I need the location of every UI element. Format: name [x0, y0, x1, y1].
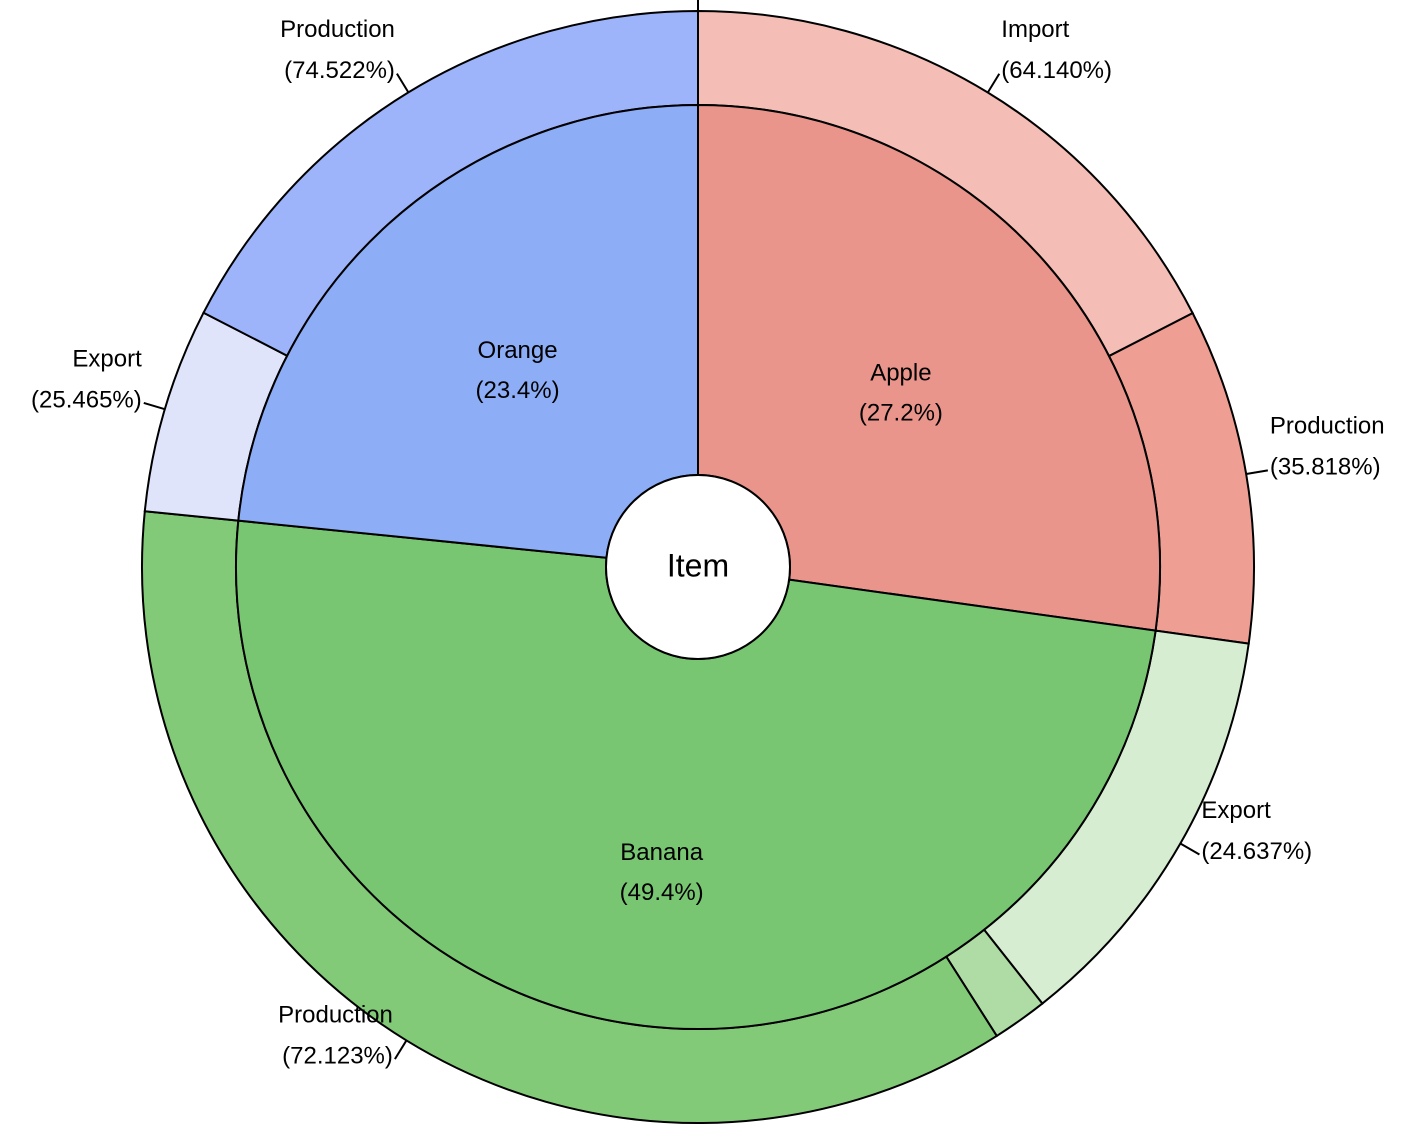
inner-percent-banana: (49.4%)	[620, 879, 704, 906]
outer-label-banana-production: Production	[278, 1001, 393, 1028]
outer-percent-orange-production: (74.522%)	[284, 57, 395, 84]
inner-label-banana: Banana	[620, 839, 703, 866]
inner-percent-orange: (23.4%)	[476, 377, 560, 404]
outer-label-banana-export: Export	[1201, 797, 1271, 824]
center-circle	[605, 474, 791, 660]
leader-line-apple-import	[986, 73, 1001, 94]
inner-percent-apple: (27.2%)	[859, 400, 943, 427]
leader-line-banana-export	[1179, 842, 1200, 856]
leader-line-apple-production	[1246, 469, 1269, 476]
outer-label-orange-production: Production	[280, 16, 395, 43]
inner-label-orange: Orange	[478, 337, 558, 364]
outer-percent-banana-export: (24.637%)	[1201, 838, 1312, 865]
center-label: Item	[667, 547, 729, 583]
outer-label-orange-export: Export	[72, 345, 142, 372]
leader-line-banana-production	[394, 1039, 408, 1060]
inner-label-apple: Apple	[870, 360, 931, 387]
outer-label-apple-import: Import	[1001, 16, 1069, 43]
outer-percent-orange-export: (25.465%)	[31, 386, 142, 413]
outer-percent-apple-production: (35.818%)	[1270, 454, 1381, 481]
leader-line-orange-export	[143, 402, 166, 411]
outer-percent-banana-production: (72.123%)	[282, 1042, 393, 1069]
leader-line-orange-production	[396, 73, 410, 93]
outer-label-apple-production: Production	[1270, 413, 1385, 440]
center-hole: Item	[605, 474, 791, 660]
outer-percent-apple-import: (64.140%)	[1001, 57, 1112, 84]
